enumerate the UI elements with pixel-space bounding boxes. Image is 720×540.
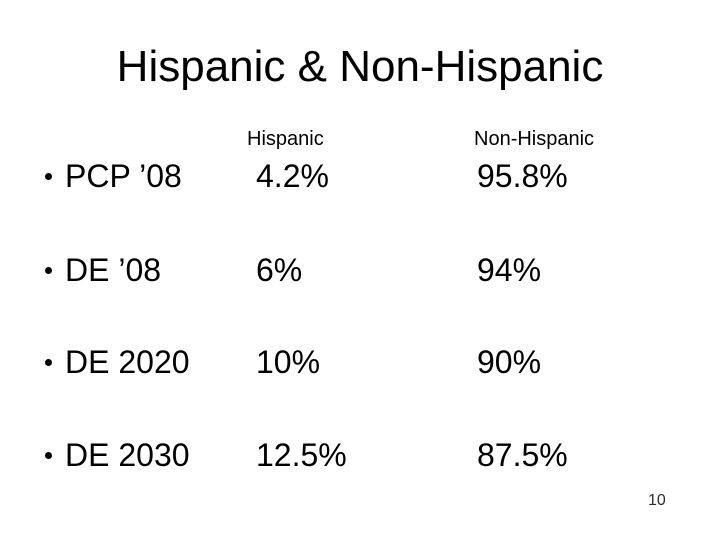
- bullet-icon: [45, 452, 52, 459]
- bullet-icon: [45, 267, 52, 274]
- table-row: DE ’08 6% 94%: [0, 254, 720, 296]
- row-label: PCP ’08: [65, 158, 182, 194]
- hispanic-value: 4.2%: [256, 158, 329, 194]
- row-label: DE 2020: [65, 344, 190, 380]
- table-row: DE 2020 10% 90%: [0, 346, 720, 388]
- hispanic-value: 10%: [256, 344, 321, 380]
- column-header-non-hispanic: Non-Hispanic: [474, 128, 595, 150]
- non-hispanic-value: 94%: [477, 252, 542, 288]
- hispanic-value: 12.5%: [256, 437, 347, 473]
- bullet-icon: [45, 173, 52, 180]
- row-label: DE ’08: [65, 252, 162, 288]
- row-label: DE 2030: [65, 437, 190, 473]
- non-hispanic-value: 90%: [477, 344, 542, 380]
- column-header-hispanic: Hispanic: [247, 128, 324, 150]
- non-hispanic-value: 95.8%: [477, 158, 568, 194]
- slide-title: Hispanic & Non-Hispanic: [116, 42, 604, 91]
- hispanic-value: 6%: [256, 252, 303, 288]
- bullet-icon: [45, 359, 52, 366]
- page-number: 10: [648, 492, 666, 509]
- non-hispanic-value: 87.5%: [477, 437, 568, 473]
- table-row: DE 2030 12.5% 87.5%: [0, 439, 720, 481]
- table-row: PCP ’08 4.2% 95.8%: [0, 160, 720, 202]
